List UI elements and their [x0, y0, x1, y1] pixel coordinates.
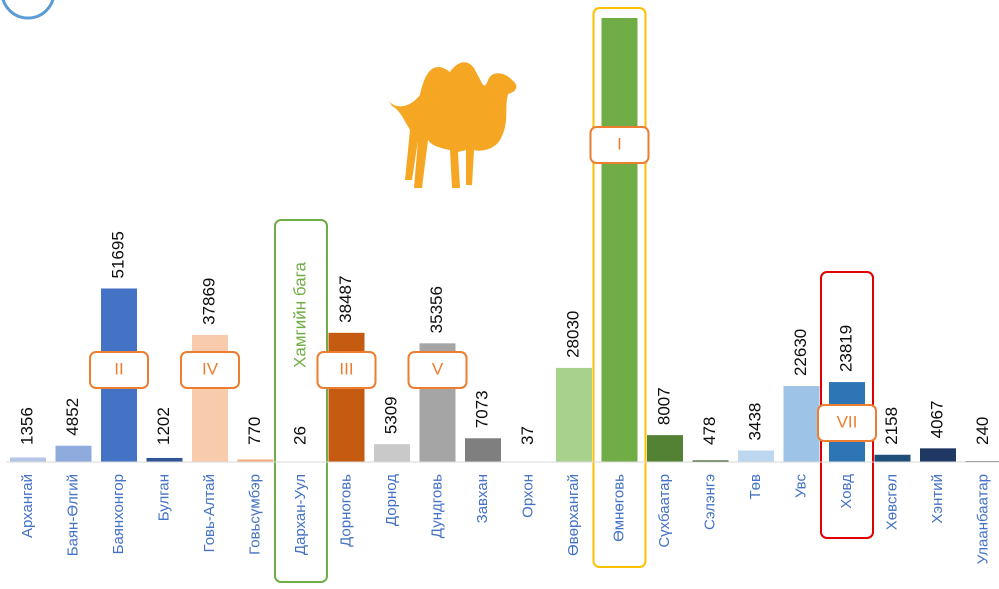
value-label: 1202: [154, 407, 173, 445]
category-label: Дархан-Уул: [292, 474, 309, 555]
bar: [465, 438, 501, 462]
category-label: Орхон: [519, 474, 536, 518]
value-label: 770: [245, 417, 264, 445]
value-label: 22630: [791, 329, 810, 376]
bar: [874, 454, 911, 462]
bar: [783, 386, 820, 462]
bar: [146, 457, 183, 462]
category-label: Архангай: [19, 474, 36, 538]
bar: [374, 444, 410, 462]
bar: [647, 435, 683, 462]
category-label: Хэнтий: [929, 474, 946, 524]
category-label: Баянхонгор: [110, 474, 127, 554]
category-label: Говь-Алтай: [201, 474, 218, 552]
bar: [55, 445, 92, 462]
bar: [920, 448, 956, 462]
bar: [556, 367, 592, 462]
category-label: Дорноговь: [337, 474, 354, 547]
value-label: 37869: [199, 278, 218, 325]
highlight-box: [274, 219, 328, 583]
category-label: Булган: [155, 474, 172, 521]
bar: [10, 457, 46, 462]
category-label: Сүхбаатар: [656, 474, 673, 548]
value-label: 26: [290, 426, 309, 445]
category-label: Говьсүмбэр: [246, 474, 263, 555]
category-label: Ховд: [838, 474, 855, 509]
value-label: 478: [700, 417, 719, 445]
value-label: 132284: [609, 0, 628, 8]
rank-label: IV: [202, 359, 219, 378]
value-label: 38487: [336, 276, 355, 323]
bar: [601, 18, 638, 462]
value-label: 5309: [381, 396, 400, 434]
bar: [692, 460, 729, 462]
category-label: Төв: [747, 474, 764, 500]
rank-box: [407, 351, 468, 389]
category-label: Өвөрхангай: [565, 474, 582, 556]
value-label: 7073: [472, 390, 491, 428]
rank-box: [89, 351, 149, 389]
category-label: Улаанбаатар: [974, 474, 991, 564]
value-label: 240: [973, 417, 992, 445]
category-label: Дорнод: [383, 474, 400, 526]
rank-box: [817, 404, 877, 442]
category-label: Өмнөговь: [610, 474, 627, 542]
camel-icon: [388, 62, 517, 188]
rank-label: VII: [837, 412, 858, 431]
value-label: 8007: [654, 387, 673, 425]
category-label: Хөвсгөл: [883, 474, 900, 530]
rank-label: III: [339, 359, 353, 378]
value-label: 23819: [836, 325, 855, 372]
value-label: 3438: [745, 403, 764, 441]
value-label: 28030: [563, 311, 582, 358]
category-label: Сэлэнгэ: [701, 474, 718, 530]
value-label: 4852: [63, 398, 82, 436]
rank-box: [589, 126, 650, 164]
rank-label: I: [617, 134, 622, 153]
category-label: Баян-Өлгий: [64, 474, 81, 556]
category-label: Увс: [792, 474, 809, 498]
rank-label: V: [432, 359, 444, 378]
bar: [738, 450, 774, 462]
value-label: 51695: [108, 231, 127, 278]
value-label: 2158: [882, 407, 901, 445]
value-label: 37: [518, 426, 537, 445]
rank-box: [316, 351, 377, 389]
value-label: 35356: [427, 286, 446, 333]
highlight-label: Хамгийн бага: [290, 262, 309, 368]
value-label: 1356: [17, 407, 36, 445]
rank-label: II: [114, 359, 123, 378]
rank-box: [180, 351, 240, 389]
bar: [237, 459, 274, 462]
highlight-box: [592, 7, 647, 568]
value-label: 4067: [927, 401, 946, 439]
logo: [1, 0, 55, 20]
category-label: Завхан: [474, 474, 491, 523]
category-label: Дундговь: [428, 474, 445, 538]
